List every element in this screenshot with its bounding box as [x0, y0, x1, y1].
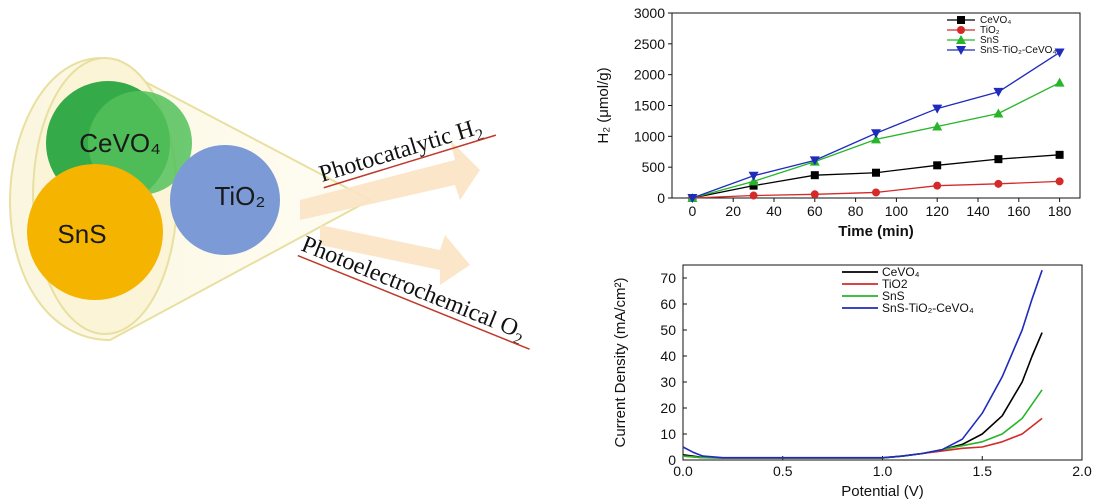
- series-3: [687, 48, 1065, 203]
- current-density-chart: 0.0 0.5 1.0 1.5 2.0 0 10 20 30 40 50 60 70 Potential …: [612, 264, 1092, 500]
- data-point: [749, 181, 758, 190]
- y-tick-label: 0: [668, 452, 676, 468]
- data-point: [994, 179, 1003, 188]
- series-line-3: [682, 269, 1043, 459]
- data-point: [687, 194, 698, 203]
- photocatalytic-underline: [323, 134, 497, 189]
- y-tick-label: 2500: [634, 36, 665, 52]
- x-tick-label: 120: [926, 203, 950, 219]
- y-tick-label: 500: [642, 159, 666, 175]
- x-tick-label: 180: [1048, 203, 1072, 219]
- x-tick-label: 0: [689, 203, 697, 219]
- y-tick-label: 1500: [634, 98, 665, 114]
- y-tick-label: 10: [660, 426, 676, 442]
- series-line-1: [682, 417, 1043, 459]
- data-point: [994, 155, 1003, 164]
- x-tick-label: 40: [766, 203, 782, 219]
- tio2-label: TiO₂: [214, 181, 265, 211]
- y-tick-label: 30: [660, 374, 676, 390]
- data-point: [872, 168, 880, 177]
- y-tick-label: 50: [660, 322, 676, 338]
- data-point: [749, 191, 758, 200]
- sns-circle: [27, 164, 163, 300]
- legend-marker: [956, 46, 966, 55]
- h2-evolution-chart: 0 20 40 60 80 100 120 140 160 180 0 500 1000 1500 2000…: [595, 5, 1081, 240]
- x-tick-label: 1.0: [873, 463, 893, 479]
- legend-label: CeVO₄: [882, 265, 920, 279]
- y-tick-label: 70: [660, 270, 676, 286]
- data-point: [810, 171, 819, 180]
- data-point: [932, 104, 943, 114]
- data-point: [871, 134, 881, 144]
- x-tick-label: 100: [885, 203, 909, 219]
- y-tick-label: 60: [660, 296, 676, 312]
- x-tick-label: 2.0: [1072, 463, 1092, 479]
- data-point: [1054, 77, 1065, 87]
- y-tick-label: 3000: [634, 5, 665, 21]
- legend-label: CeVO₄: [980, 15, 1011, 26]
- data-point: [993, 108, 1004, 118]
- legend-marker: [957, 26, 965, 34]
- arrow-photocatalytic: [300, 140, 480, 220]
- legend-label: SnS-TiO₂-CeVO₄: [980, 45, 1057, 56]
- composite-schematic: CeVO₄ SnS TiO₂ Photocatalytic H2 Photoel…: [8, 56, 530, 350]
- data-point: [1055, 150, 1064, 159]
- data-point: [933, 181, 942, 190]
- arrow-photoelectrochemical: [320, 225, 470, 285]
- data-point: [993, 87, 1004, 97]
- data-point: [932, 121, 943, 131]
- photoelectrochemical-underline: [297, 254, 530, 350]
- cevo4-label: CeVO₄: [79, 128, 160, 158]
- legend-label: SnS: [882, 289, 905, 303]
- data-point: [872, 188, 880, 197]
- sns-label: SnS: [57, 219, 106, 249]
- x-axis-title: Time (min): [838, 223, 914, 240]
- legend-marker: [957, 16, 965, 24]
- legend-label: TiO2: [882, 277, 908, 291]
- y-axis-title: H₂ (μmol/g): [595, 67, 612, 143]
- legend-marker: [956, 35, 966, 44]
- x-tick-label: 80: [848, 203, 864, 219]
- tio2-circle: [170, 145, 280, 255]
- x-tick-label: 20: [725, 203, 741, 219]
- data-point: [748, 171, 759, 181]
- x-tick-label: 1.5: [973, 463, 993, 479]
- series-line-2: [682, 389, 1043, 459]
- data-point: [871, 129, 881, 139]
- x-tick-label: 0.0: [673, 463, 693, 479]
- y-axis-title: Current Density (mA/cm²): [612, 277, 629, 447]
- legend-label: TiO₂: [980, 25, 1000, 36]
- y-tick-label: 2000: [634, 67, 665, 83]
- y-tick-label: 40: [660, 348, 676, 364]
- data-point: [1054, 48, 1065, 58]
- legend-label: SnS-TiO₂-CeVO₄: [882, 301, 974, 315]
- x-tick-label: 0.5: [773, 463, 793, 479]
- legend-label: SnS: [980, 35, 999, 46]
- data-point: [810, 190, 819, 199]
- data-point: [933, 161, 942, 170]
- x-tick-label: 140: [966, 203, 990, 219]
- data-point: [748, 176, 759, 186]
- y-tick-label: 0: [657, 190, 665, 206]
- x-tick-label: 60: [807, 203, 823, 219]
- y-tick-label: 1000: [634, 128, 665, 144]
- data-point: [809, 156, 820, 166]
- x-axis-title: Potential (V): [841, 483, 924, 500]
- y-tick-label: 20: [660, 400, 676, 416]
- data-point: [1055, 177, 1064, 186]
- x-tick-label: 160: [1007, 203, 1031, 219]
